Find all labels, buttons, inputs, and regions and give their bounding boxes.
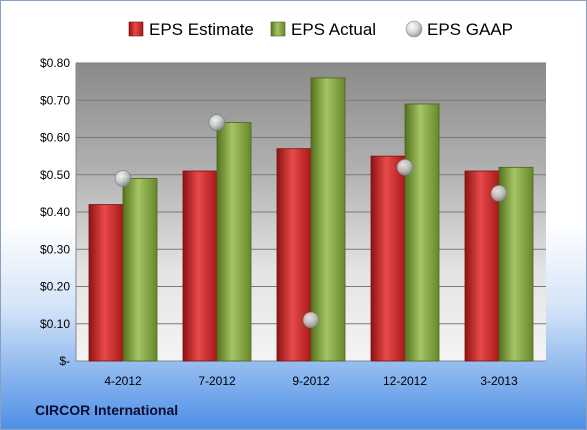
x-tick-label: 7-2012 — [198, 374, 236, 388]
x-tick-label: 4-2012 — [104, 374, 142, 388]
bar-eps-actual — [122, 178, 158, 362]
marker-eps-gaap — [302, 311, 320, 329]
legend-label-eps-gaap: EPS GAAP — [427, 20, 513, 39]
x-tick-label: 3-2013 — [480, 374, 518, 388]
y-tick-label: $0.10 — [40, 317, 70, 331]
y-tick-label: $- — [59, 354, 70, 368]
bar-eps-actual — [498, 166, 534, 362]
marker-eps-gaap — [396, 159, 414, 176]
legend-swatch-eps-gaap — [405, 20, 423, 38]
y-tick-label: $0.40 — [40, 205, 70, 219]
y-tick-label: $0.50 — [40, 168, 70, 182]
legend-label-eps-estimate: EPS Estimate — [149, 20, 254, 39]
bar-eps-estimate — [88, 204, 124, 362]
bar-eps-estimate — [182, 170, 218, 362]
bar-eps-estimate — [370, 155, 406, 362]
y-tick-label: $0.80 — [40, 56, 70, 70]
x-tick-label: 12-2012 — [383, 374, 427, 388]
y-tick-label: $0.20 — [40, 280, 70, 294]
legend-swatch-eps-actual — [270, 21, 286, 37]
bar-eps-actual — [310, 77, 346, 362]
legend-label-eps-actual: EPS Actual — [291, 20, 376, 39]
company-name: CIRCOR International — [35, 402, 179, 418]
y-tick-label: $0.60 — [40, 131, 70, 145]
y-tick-label: $0.70 — [40, 93, 70, 107]
bar-eps-actual — [404, 103, 440, 362]
bar-eps-actual — [216, 122, 252, 362]
y-tick-label: $0.30 — [40, 242, 70, 256]
x-tick-label: 9-2012 — [292, 374, 330, 388]
marker-eps-gaap — [114, 170, 132, 187]
bar-eps-estimate — [276, 148, 312, 362]
legend-swatch-eps-estimate — [128, 21, 144, 37]
marker-eps-gaap — [490, 185, 508, 202]
marker-eps-gaap — [208, 114, 226, 131]
